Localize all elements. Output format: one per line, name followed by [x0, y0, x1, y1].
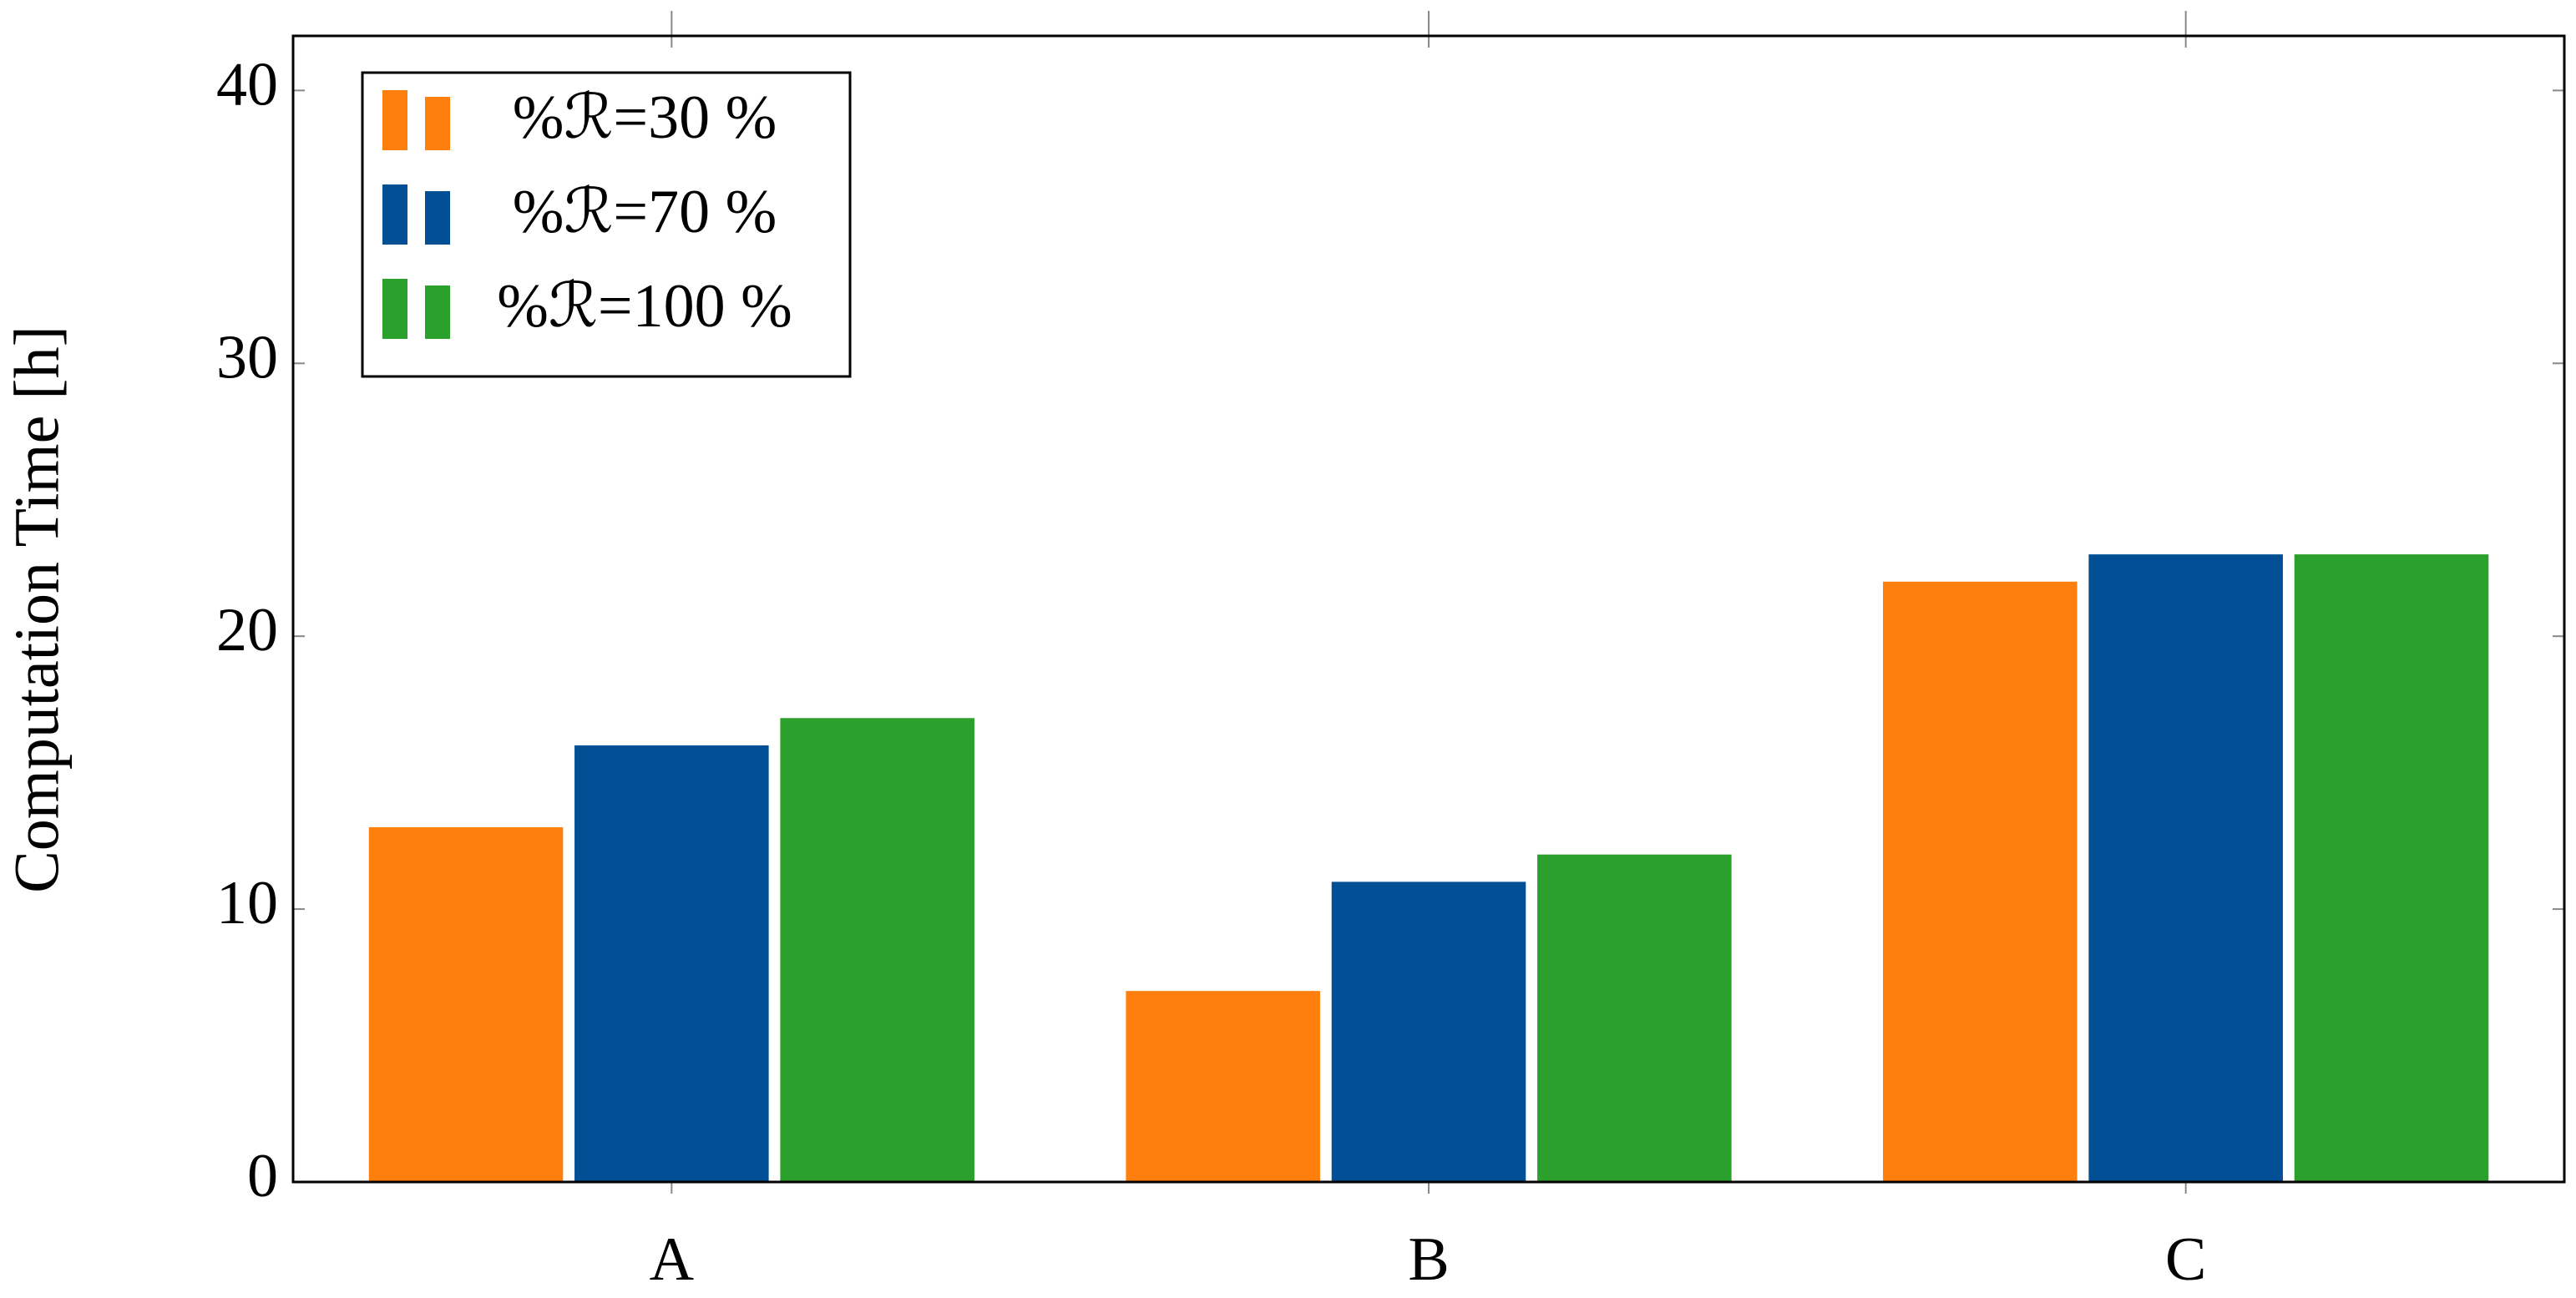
y-tick-label: 0	[247, 1142, 278, 1210]
bar	[2088, 554, 2283, 1182]
legend-swatch	[382, 279, 407, 339]
bar	[1126, 991, 1320, 1182]
legend-label: %ℛ=70 %	[513, 178, 777, 246]
bar	[1331, 881, 1526, 1182]
legend-label: %ℛ=100 %	[497, 272, 792, 341]
y-axis-label: Computation Time [h]	[2, 326, 72, 893]
legend-swatch	[425, 97, 450, 150]
y-tick-label: 30	[216, 323, 278, 391]
y-tick-label: 10	[216, 869, 278, 937]
bar	[368, 827, 564, 1182]
plot-frame	[291, 34, 2566, 1184]
x-tick-label: B	[1408, 1225, 1449, 1294]
bar	[780, 718, 974, 1182]
bar	[1537, 854, 1732, 1182]
legend-swatch	[382, 184, 407, 245]
y-tick-label: 20	[216, 596, 278, 664]
legend-label: %ℛ=30 %	[513, 83, 777, 152]
y-tick-label: 40	[216, 50, 278, 119]
legend-swatch	[425, 285, 450, 339]
bar	[2294, 554, 2489, 1182]
legend-swatch	[382, 90, 407, 150]
x-tick-label: C	[2165, 1225, 2206, 1294]
legend-swatch	[425, 191, 450, 245]
bar	[574, 745, 769, 1182]
x-tick-label: A	[650, 1225, 694, 1294]
bar	[1883, 581, 2078, 1182]
